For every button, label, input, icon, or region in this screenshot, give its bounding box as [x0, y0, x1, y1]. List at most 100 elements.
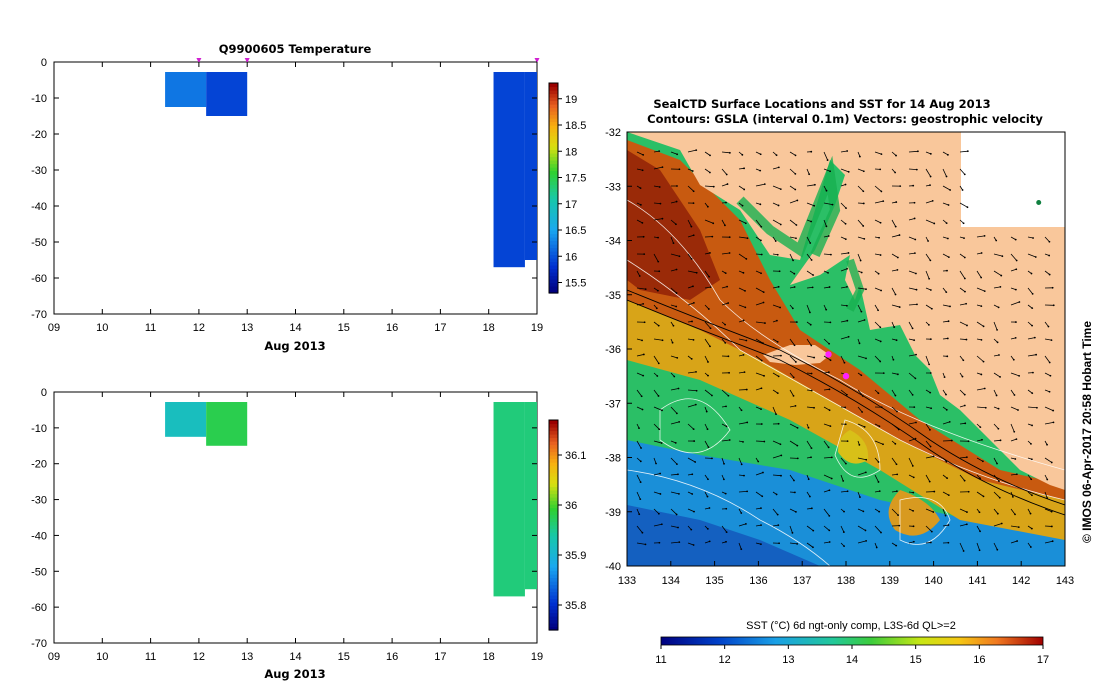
velocity-arrow-head — [880, 153, 883, 156]
colorbar-segment — [549, 209, 558, 214]
velocity-arrow-head — [707, 361, 709, 363]
colorbar-segment — [549, 437, 558, 442]
velocity-arrow-head — [642, 153, 645, 156]
velocity-arrow — [1010, 438, 1017, 442]
colorbar-frame — [548, 82, 559, 294]
profile-bar — [165, 72, 207, 107]
velocity-arrow-head — [929, 338, 932, 341]
velocity-arrow-head — [810, 344, 813, 347]
x-tick-label: 17 — [434, 322, 446, 334]
colorbar-segment — [549, 542, 558, 547]
velocity-arrow-head — [1014, 238, 1017, 241]
colorbar-tick-label: 35.9 — [565, 550, 586, 562]
velocity-arrow-head — [829, 170, 831, 173]
velocity-arrow-head — [809, 323, 812, 326]
velocity-arrow-head — [1052, 421, 1055, 424]
velocity-arrow — [789, 423, 798, 429]
velocity-arrow-head — [675, 268, 678, 271]
velocity-arrow-head — [741, 153, 744, 156]
velocity-arrow-head — [933, 490, 936, 493]
colorbar-segment — [549, 423, 558, 428]
velocity-arrow-head — [792, 394, 795, 397]
velocity-arrow-head — [847, 252, 850, 254]
velocity-arrow — [908, 218, 915, 221]
velocity-arrow-head — [979, 530, 981, 533]
velocity-arrow-head — [678, 493, 680, 495]
velocity-arrow-head — [640, 447, 642, 449]
colorbar-segment — [549, 97, 558, 102]
velocity-arrow-head — [845, 207, 847, 210]
velocity-arrow — [925, 200, 933, 204]
profile-marker — [534, 58, 540, 63]
velocity-arrow — [1044, 372, 1051, 377]
velocity-arrow-head — [1050, 525, 1053, 528]
velocity-arrow — [738, 219, 746, 224]
velocity-arrow-head — [865, 288, 867, 291]
velocity-arrow-head — [813, 356, 816, 359]
velocity-arrow-head — [724, 323, 726, 326]
velocity-arrow — [636, 525, 643, 533]
velocity-arrow-head — [898, 524, 901, 527]
velocity-arrow-head — [711, 457, 713, 460]
y-tick-label: -20 — [31, 129, 47, 141]
velocity-arrow-head — [795, 237, 797, 240]
velocity-arrow-head — [879, 326, 882, 329]
velocity-arrow-head — [946, 337, 949, 340]
velocity-arrow-head — [727, 355, 730, 358]
velocity-arrow — [976, 542, 980, 551]
velocity-arrow-head — [639, 481, 642, 484]
velocity-arrow-head — [846, 319, 849, 322]
colorbar-tick-label: 18 — [565, 146, 577, 158]
velocity-arrow-head — [760, 272, 762, 275]
velocity-arrow — [806, 202, 815, 207]
x-tick-label: 13 — [241, 651, 253, 663]
velocity-arrow-head — [709, 252, 711, 254]
velocity-arrow-head — [642, 374, 645, 377]
velocity-arrow-head — [842, 480, 845, 482]
velocity-arrow-head — [996, 462, 998, 465]
velocity-arrow-head — [984, 406, 987, 409]
velocity-arrow — [1010, 525, 1019, 528]
velocity-arrow-head — [844, 183, 847, 186]
colorbar-segment — [549, 219, 558, 224]
velocity-arrow-head — [675, 412, 678, 415]
velocity-arrow — [1010, 253, 1017, 261]
profile-bar — [524, 72, 537, 260]
velocity-arrow-head — [810, 389, 813, 392]
velocity-arrow-head — [947, 541, 950, 544]
velocity-arrow — [959, 508, 968, 513]
velocity-arrow-head — [962, 222, 965, 225]
velocity-arrow — [806, 184, 815, 187]
velocity-arrow — [959, 150, 968, 153]
velocity-arrow-head — [911, 327, 914, 330]
colorbar-segment — [549, 476, 558, 481]
velocity-arrow — [1010, 268, 1017, 272]
velocity-arrow-head — [912, 476, 915, 479]
x-tick-label: 10 — [96, 651, 108, 663]
velocity-arrow-head — [912, 525, 915, 528]
velocity-arrow-head — [1046, 443, 1048, 446]
velocity-arrow — [653, 202, 661, 205]
velocity-arrow-head — [811, 286, 814, 289]
colorbar-segment — [549, 216, 558, 221]
velocity-arrow — [653, 338, 663, 341]
velocity-arrow — [789, 355, 797, 363]
velocity-arrow — [993, 457, 998, 464]
colorbar-segment — [549, 490, 558, 495]
velocity-arrow-head — [844, 462, 847, 465]
velocity-arrow-head — [810, 447, 813, 450]
velocity-arrow-head — [706, 205, 709, 208]
colorbar-segment — [549, 139, 558, 144]
velocity-arrow-head — [727, 302, 730, 304]
velocity-arrow — [1010, 372, 1020, 377]
velocity-arrow-head — [709, 286, 712, 289]
colorbar-segment — [549, 118, 558, 123]
sst-colorbar-tick-label: 11 — [655, 654, 666, 666]
velocity-arrow — [772, 304, 781, 308]
velocity-arrow-head — [911, 465, 914, 467]
velocity-arrow-head — [692, 338, 695, 341]
velocity-arrow-head — [794, 405, 797, 407]
velocity-arrow — [738, 523, 747, 527]
velocity-arrow — [670, 253, 680, 257]
velocity-arrow — [891, 304, 900, 308]
